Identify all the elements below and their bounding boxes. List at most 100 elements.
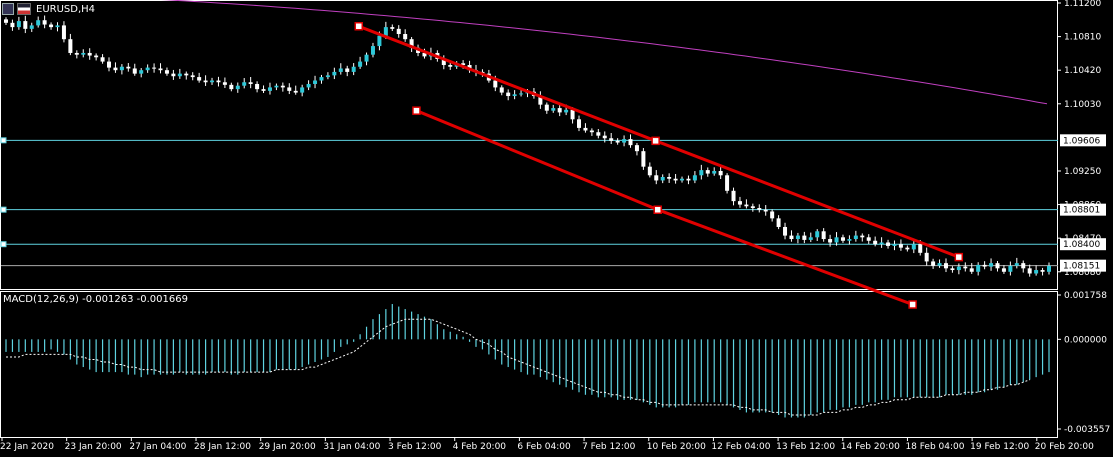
candle-body — [886, 242, 891, 246]
candle-body — [757, 208, 762, 210]
x-tick-label: 31 Jan 04:00 — [323, 442, 380, 452]
candle-body — [4, 19, 8, 23]
candle-body — [731, 190, 736, 202]
candle-body — [956, 266, 961, 271]
candle-body — [879, 242, 884, 245]
y-tick-label: 1.11200 — [1064, 0, 1101, 9]
candle-body — [145, 67, 150, 71]
candle-body — [229, 84, 234, 90]
candle-body — [512, 94, 517, 97]
candle-body — [692, 175, 697, 181]
candle-body — [1008, 265, 1013, 272]
candle-body — [377, 35, 382, 47]
candle-body — [982, 264, 987, 267]
candle-body — [622, 139, 627, 143]
candle-body — [493, 80, 498, 88]
macd-signal-line — [6, 318, 1030, 416]
candle-body — [390, 27, 395, 29]
candle-body — [860, 235, 865, 238]
candle-body — [673, 178, 678, 181]
candle-body — [577, 119, 582, 128]
y-tick-label: 1.10030 — [1064, 100, 1101, 110]
channel-lower-line — [415, 109, 914, 306]
candle-body — [802, 235, 807, 240]
candle-body — [332, 71, 337, 76]
candle-body — [596, 132, 601, 136]
x-tick-label: 6 Feb 04:00 — [517, 442, 571, 452]
candle-body — [783, 226, 788, 236]
x-tick-label: 20 Feb 20:00 — [1035, 442, 1094, 452]
candle-body — [589, 130, 594, 133]
candle-body — [892, 244, 897, 246]
candle-body — [287, 87, 292, 91]
candle-body — [718, 170, 723, 176]
x-tick-label: 3 Feb 12:00 — [388, 442, 442, 452]
candle-body — [383, 27, 388, 36]
candle-body — [325, 75, 330, 78]
candle-body — [461, 63, 466, 66]
candle-body — [557, 108, 562, 113]
x-tick-label: 18 Feb 04:00 — [905, 442, 964, 452]
candle-body — [873, 240, 878, 245]
x-tick-label: 12 Feb 04:00 — [711, 442, 770, 452]
x-tick-label: 23 Jan 20:00 — [65, 442, 122, 452]
macd-indicator-label: MACD(12,26,9) -0.001263 -0.001669 — [3, 294, 188, 305]
candle-body — [164, 70, 169, 74]
level-anchor-handle — [0, 241, 7, 248]
candle-body — [242, 82, 247, 86]
candle-body — [634, 145, 639, 152]
candle-body — [744, 204, 749, 207]
candle-body — [1001, 268, 1006, 272]
candle-body — [158, 68, 163, 71]
macd-y-tick-label: 0.001758 — [1064, 291, 1107, 301]
candle-body — [280, 85, 285, 88]
candle-body — [197, 77, 202, 81]
candle-body — [177, 73, 182, 77]
chart-window-icon[interactable] — [2, 3, 14, 15]
bid-price-box — [1060, 259, 1106, 272]
candle-body — [866, 237, 871, 241]
candle-body — [840, 237, 845, 241]
candle-body — [737, 201, 742, 205]
candle-body — [448, 65, 453, 67]
candle-body — [203, 80, 208, 83]
candle-body — [248, 82, 253, 84]
candle-body — [795, 235, 800, 240]
x-tick-label: 4 Feb 20:00 — [453, 442, 507, 452]
candle-body — [680, 178, 685, 181]
moving-average-line — [161, 0, 1048, 105]
candle-body — [300, 87, 305, 93]
candle-body — [963, 266, 968, 269]
chart-title-bar: EURUSD,H4 — [2, 2, 95, 16]
candle-body — [100, 57, 105, 62]
y-tick-label: 1.10810 — [1064, 33, 1101, 43]
channel-anchor-handle — [908, 300, 917, 309]
candle-body — [113, 67, 118, 71]
candle-body — [1014, 263, 1019, 266]
candle-body — [699, 170, 704, 176]
candle-body — [409, 39, 414, 48]
candle-body — [918, 244, 923, 253]
y-tick-label: 1.09250 — [1064, 167, 1101, 177]
candle-body — [267, 87, 272, 91]
candle-body — [338, 68, 343, 72]
candle-body — [654, 175, 659, 181]
main-pane-frame — [0, 0, 1058, 290]
candle-body — [441, 58, 446, 66]
candle-body — [583, 127, 588, 131]
candle-body — [519, 93, 524, 95]
candle-body — [184, 73, 189, 76]
candle-body — [506, 92, 511, 97]
candle-body — [905, 247, 910, 250]
candle-body — [924, 252, 929, 262]
candle-body — [396, 28, 401, 35]
candle-body — [976, 264, 981, 272]
candle-body — [725, 175, 730, 191]
candle-body — [943, 263, 948, 269]
candle-body — [107, 61, 112, 68]
candle-body — [898, 244, 903, 248]
candle-body — [345, 68, 350, 72]
candle-body — [10, 22, 15, 28]
level-price-box — [1060, 238, 1106, 251]
